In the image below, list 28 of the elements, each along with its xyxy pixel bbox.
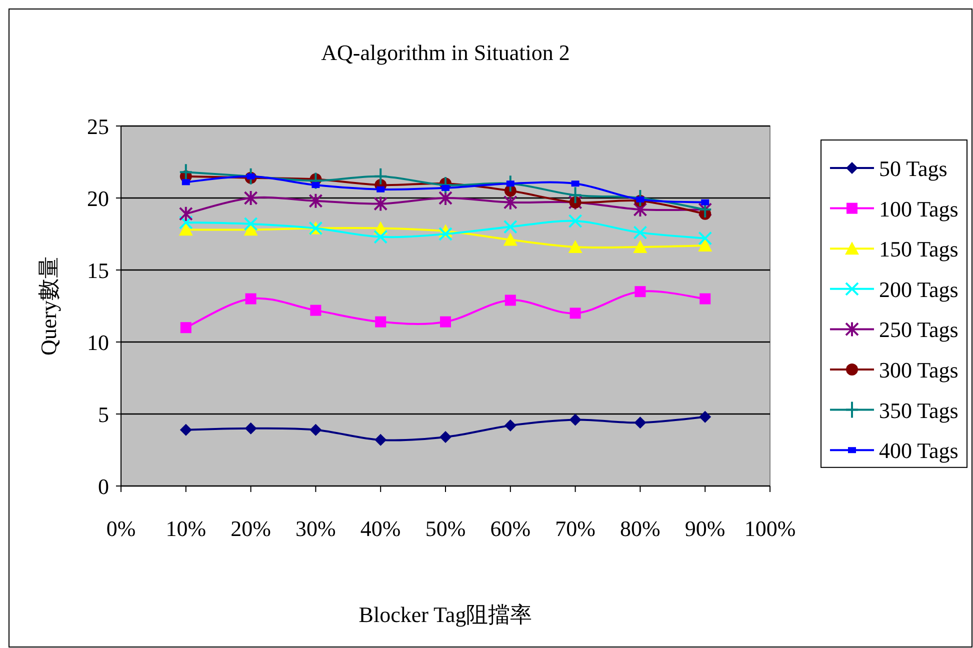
x-tick-label: 20%: [230, 516, 271, 541]
y-tick-label: 0: [98, 474, 109, 499]
y-tick-label: 25: [87, 114, 109, 139]
x-tick-label: 80%: [620, 516, 660, 541]
x-tick-label: 50%: [425, 516, 466, 541]
legend-label: 400 Tags: [879, 438, 958, 464]
y-tick-label: 15: [87, 258, 109, 283]
x-tick-label: 70%: [555, 516, 596, 541]
x-tick-label: 40%: [360, 516, 401, 541]
legend-label: 250 Tags: [879, 317, 958, 342]
legend-label: 350 Tags: [879, 398, 958, 423]
y-tick-label: 5: [98, 402, 109, 427]
y-tick-label: 10: [87, 330, 109, 355]
x-tick-label: 100%: [744, 516, 796, 541]
x-tick-label: 0%: [106, 516, 136, 541]
x-tick-label: 10%: [166, 516, 206, 541]
x-axis-title: Blocker Tag阻擋率: [358, 602, 532, 627]
legend-label: 50 Tags: [879, 156, 948, 181]
legend-label: 200 Tags: [879, 276, 958, 302]
y-axis-title: Query數量: [36, 256, 61, 356]
x-tick-label: 60%: [490, 516, 531, 541]
chart-title: AQ-algorithm in Situation 2: [321, 40, 570, 65]
x-tick-label: 30%: [296, 516, 336, 541]
x-tick-label: 90%: [684, 516, 726, 541]
legend-label: 300 Tags: [879, 358, 958, 382]
legend-label: 100 Tags: [879, 196, 958, 222]
legend-label: 150 Tags: [879, 236, 958, 262]
y-tick-label: 20: [87, 186, 109, 211]
